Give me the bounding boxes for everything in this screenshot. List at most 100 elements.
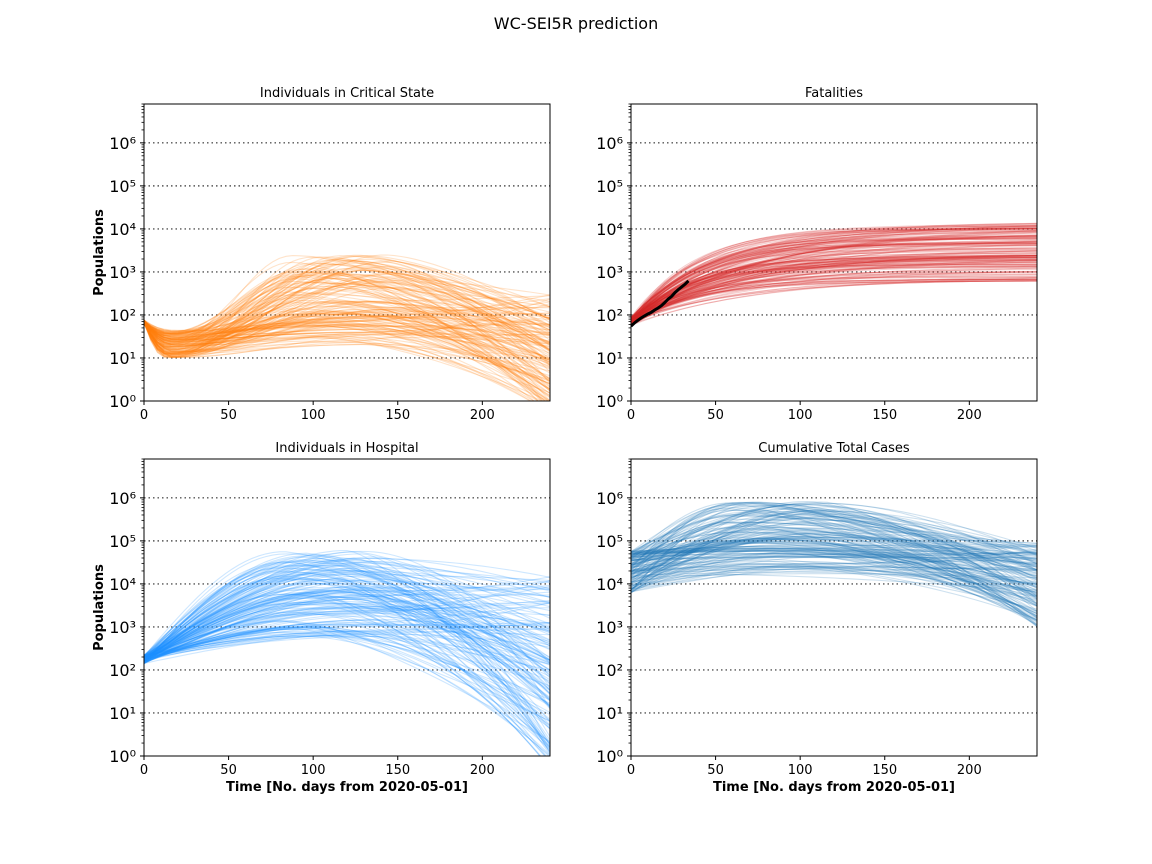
- simulation-trajectory: [631, 548, 1037, 587]
- simulation-trajectory: [144, 575, 550, 746]
- simulation-trajectory: [144, 286, 550, 342]
- simulation-trajectory: [144, 320, 550, 355]
- simulation-trajectory: [631, 255, 1037, 319]
- simulation-trajectory: [144, 603, 550, 663]
- simulation-trajectory: [631, 545, 1037, 597]
- simulation-trajectory: [144, 321, 550, 345]
- simulation-trajectory: [144, 613, 550, 729]
- simulation-trajectory: [631, 505, 1037, 579]
- simulation-trajectory: [631, 501, 1037, 628]
- simulation-trajectory: [144, 578, 550, 659]
- simulation-trajectory: [631, 235, 1037, 320]
- simulation-trajectory: [631, 537, 1037, 607]
- simulation-trajectory: [631, 228, 1037, 322]
- simulation-trajectory: [631, 537, 1037, 607]
- simulation-trajectory: [631, 500, 1037, 570]
- simulation-trajectory: [631, 259, 1037, 322]
- x-tick-label: 50: [707, 408, 724, 423]
- x-tick-label: 100: [788, 763, 813, 778]
- simulation-trajectory: [144, 635, 550, 744]
- simulation-trajectory: [631, 529, 1037, 605]
- simulation-trajectory: [144, 611, 550, 691]
- simulation-trajectory: [144, 254, 550, 350]
- simulation-trajectory: [631, 234, 1037, 327]
- simulation-trajectory: [631, 257, 1037, 323]
- simulation-trajectory: [631, 255, 1037, 326]
- simulation-trajectory: [144, 634, 550, 682]
- simulation-trajectory: [631, 257, 1037, 319]
- simulation-trajectory: [631, 556, 1037, 562]
- simulation-trajectory: [144, 561, 550, 730]
- x-axis-label: Time [No. days from 2020-05-01]: [713, 780, 955, 795]
- simulation-trajectory: [631, 257, 1037, 320]
- y-tick-label: 10⁵: [109, 532, 136, 551]
- simulation-trajectory: [144, 260, 550, 350]
- simulation-trajectory: [144, 610, 550, 659]
- simulation-trajectory: [631, 534, 1037, 607]
- simulation-trajectory: [631, 279, 1037, 325]
- simulation-trajectory: [631, 550, 1037, 619]
- simulation-trajectory: [144, 580, 550, 727]
- simulation-trajectory: [631, 265, 1037, 318]
- simulation-trajectory: [144, 589, 550, 671]
- simulation-trajectory: [144, 322, 550, 347]
- panel-title: Fatalities: [805, 86, 863, 101]
- simulation-trajectory: [144, 319, 550, 344]
- simulation-trajectory: [631, 513, 1037, 590]
- y-tick-label: 10⁶: [596, 489, 623, 508]
- simulation-trajectory: [631, 531, 1037, 589]
- simulation-trajectory: [144, 254, 550, 358]
- simulation-trajectory: [631, 573, 1037, 579]
- simulation-trajectory: [144, 564, 550, 679]
- simulation-trajectory: [144, 596, 550, 663]
- simulation-trajectory: [631, 549, 1037, 564]
- simulation-trajectory: [631, 567, 1037, 615]
- simulation-trajectory: [631, 259, 1037, 320]
- x-tick-label: 150: [872, 408, 897, 423]
- simulation-trajectory: [631, 536, 1037, 627]
- simulation-trajectory: [631, 249, 1037, 326]
- x-tick-label: 0: [140, 763, 148, 778]
- simulation-trajectory: [631, 506, 1037, 597]
- simulation-trajectory: [144, 269, 550, 356]
- simulation-trajectory: [631, 558, 1037, 568]
- y-tick-label: 10⁴: [109, 220, 136, 239]
- simulation-trajectory: [144, 282, 550, 382]
- simulation-trajectory: [631, 240, 1037, 326]
- simulation-trajectory: [631, 537, 1037, 600]
- simulation-trajectory: [631, 502, 1037, 616]
- simulation-trajectory: [631, 266, 1037, 326]
- simulation-trajectory: [631, 555, 1037, 602]
- ensemble-curves: [631, 500, 1037, 628]
- simulation-trajectory: [144, 583, 550, 745]
- simulation-trajectory: [144, 263, 550, 348]
- simulation-trajectory: [144, 259, 550, 354]
- simulation-trajectory: [144, 593, 542, 756]
- simulation-trajectory: [144, 577, 550, 661]
- simulation-trajectory: [144, 573, 550, 657]
- simulation-trajectory: [144, 561, 550, 657]
- simulation-trajectory: [631, 527, 1037, 571]
- simulation-trajectory: [144, 579, 550, 663]
- simulation-trajectory: [144, 630, 550, 666]
- simulation-trajectory: [144, 301, 550, 347]
- panel-fatalities: 10⁰ 10¹ 10² 10³ 10⁴ 10⁵ 10⁶ 0 50 100 150 200 Fatalit…: [596, 86, 1038, 423]
- simulation-trajectory: [631, 276, 1037, 321]
- simulation-trajectory: [144, 312, 550, 354]
- simulation-trajectory: [144, 310, 550, 386]
- simulation-trajectory: [631, 515, 1037, 565]
- simulation-trajectory: [631, 230, 1037, 324]
- simulation-trajectory: [631, 502, 1037, 583]
- simulation-trajectory: [631, 255, 1037, 319]
- simulation-trajectory: [144, 630, 550, 657]
- simulation-trajectory: [631, 502, 1037, 569]
- simulation-trajectory: [631, 232, 1037, 322]
- simulation-trajectory: [144, 277, 550, 345]
- simulation-trajectory: [631, 278, 1037, 324]
- simulation-trajectory: [631, 556, 1037, 590]
- simulation-trajectory: [631, 234, 1037, 324]
- simulation-trajectory: [144, 576, 550, 660]
- simulation-trajectory: [144, 267, 550, 401]
- simulation-trajectory: [631, 278, 1037, 323]
